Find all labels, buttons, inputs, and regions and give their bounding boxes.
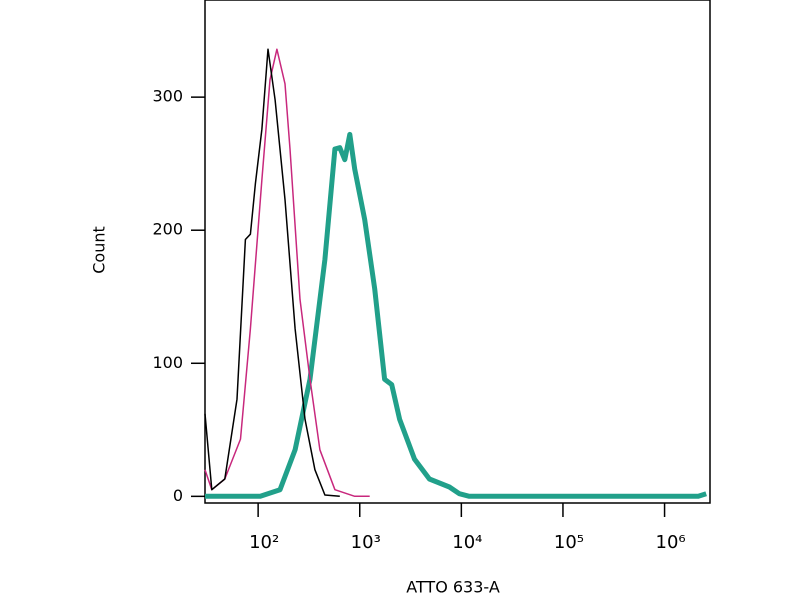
x-tick-label: 10⁶ bbox=[656, 532, 686, 553]
histogram-line bbox=[204, 48, 340, 498]
y-tick-label: 100 bbox=[152, 353, 183, 372]
x-tick-label: 10⁴ bbox=[452, 532, 482, 553]
x-tick-label: 10³ bbox=[351, 532, 381, 553]
x-tick-label: 10² bbox=[249, 532, 279, 553]
histogram-line bbox=[204, 48, 370, 498]
y-axis-title: Count bbox=[90, 226, 109, 274]
histogram-line bbox=[205, 131, 707, 499]
plot-frame bbox=[204, 0, 711, 504]
x-tick-label: 10⁵ bbox=[554, 532, 584, 553]
y-tick-label: 300 bbox=[152, 87, 183, 106]
y-tick-label: 0 bbox=[173, 486, 183, 505]
x-axis-title: ATTO 633-A bbox=[406, 578, 500, 597]
y-tick-label: 200 bbox=[152, 220, 183, 239]
